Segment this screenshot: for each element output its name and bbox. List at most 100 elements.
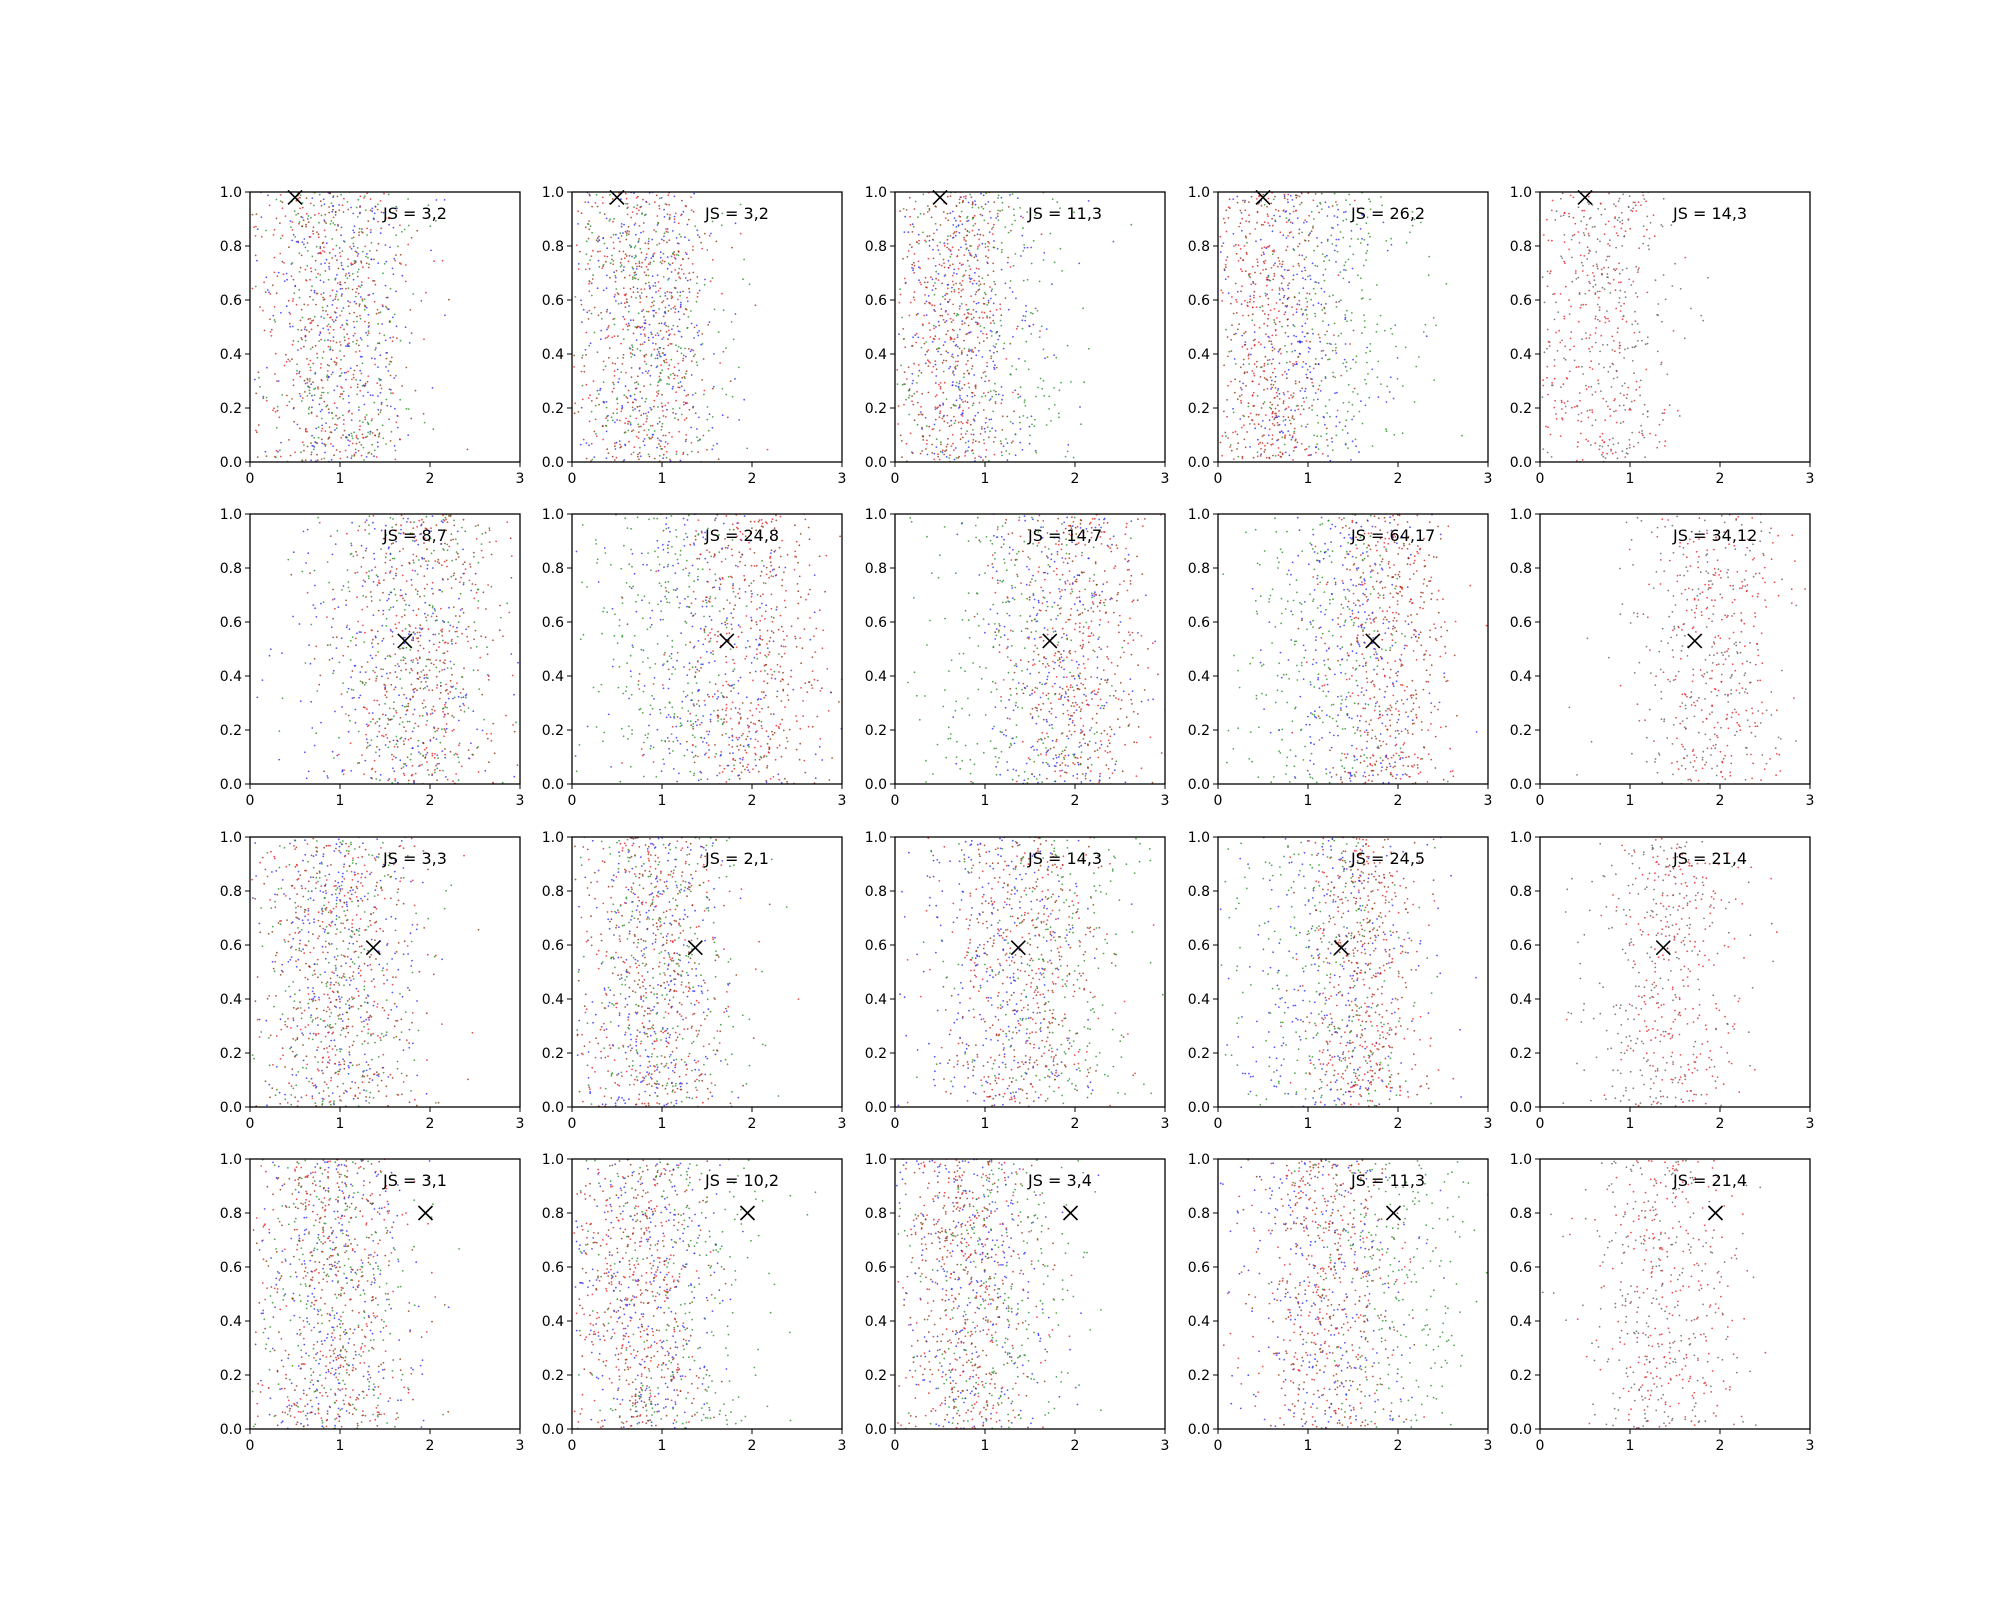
scatter-point [915, 332, 918, 335]
scatter-point [1591, 424, 1594, 427]
scatter-point [1661, 412, 1664, 415]
scatter-point [678, 276, 681, 278]
scatter-point [1324, 354, 1327, 357]
scatter-point [632, 267, 635, 270]
scatter-point [983, 326, 986, 329]
scatter-point [304, 429, 307, 431]
scatter-point [347, 439, 349, 442]
scatter-point [1553, 318, 1556, 321]
scatter-point [1064, 455, 1067, 458]
scatter-point [665, 228, 667, 230]
scatter-point [658, 352, 661, 355]
scatter-point [323, 229, 326, 232]
scatter-point [620, 225, 623, 228]
scatter-point [908, 196, 911, 199]
scatter-point [928, 434, 931, 437]
scatter-point [588, 444, 590, 447]
scatter-point [1594, 332, 1597, 334]
scatter-point [1608, 239, 1611, 242]
scatter-point [641, 213, 643, 215]
scatter-point [401, 385, 403, 387]
scatter-point [1240, 303, 1243, 305]
scatter-point [645, 363, 648, 365]
scatter-point [965, 248, 968, 251]
scatter-point [934, 382, 937, 384]
scatter-point [1411, 211, 1414, 213]
scatter-point [1309, 347, 1311, 350]
scatter-point [1270, 407, 1273, 410]
scatter-point [331, 411, 333, 414]
scatter-point [1618, 301, 1620, 304]
scatter-point [350, 263, 353, 266]
scatter-point [1305, 426, 1307, 428]
scatter-point [1336, 204, 1338, 206]
scatter-point [949, 264, 951, 267]
y-tick-label: 0.2 [1188, 401, 1210, 417]
scatter-point [953, 449, 955, 451]
scatter-point [996, 350, 998, 353]
scatter-point [1581, 338, 1583, 341]
scatter-point [273, 228, 276, 231]
scatter-point [635, 435, 638, 438]
scatter-point [441, 728, 443, 731]
scatter-point [932, 284, 935, 287]
scatter-point [1232, 312, 1235, 315]
scatter-point [1317, 388, 1320, 391]
scatter-point [644, 242, 647, 245]
scatter-point [999, 440, 1002, 443]
scatter-point [627, 328, 629, 331]
scatter-point [931, 428, 934, 431]
scatter-point [609, 194, 611, 196]
scatter-point [612, 260, 615, 262]
scatter-point [1262, 370, 1265, 372]
scatter-point [1266, 442, 1269, 445]
scatter-point [336, 407, 338, 409]
scatter-point [1348, 193, 1350, 196]
scatter-point [917, 375, 920, 377]
scatter-point [1663, 412, 1666, 415]
scatter-point [1279, 348, 1282, 350]
scatter-point [1632, 201, 1635, 204]
scatter-point [596, 389, 599, 392]
scatter-point [979, 433, 982, 435]
scatter-point [1267, 222, 1269, 224]
scatter-point [1627, 205, 1630, 208]
scatter-point [313, 394, 316, 397]
scatter-point [1238, 225, 1240, 228]
scatter-point [649, 424, 652, 427]
scatter-point [948, 367, 950, 370]
scatter-point [679, 459, 682, 462]
scatter-point [613, 335, 616, 337]
scatter-point [974, 222, 977, 225]
scatter-point [1622, 404, 1625, 407]
scatter-point [662, 410, 664, 412]
scatter-point [1009, 421, 1012, 423]
scatter-point [274, 455, 276, 458]
scatter-point [1610, 386, 1613, 388]
scatter-point [336, 259, 338, 261]
scatter-point [1418, 356, 1420, 358]
scatter-point [1295, 335, 1298, 338]
scatter-point [946, 238, 949, 241]
scatter-point [897, 423, 899, 425]
scatter-point [683, 389, 686, 392]
scatter-point [670, 343, 673, 345]
scatter-point [666, 267, 669, 270]
scatter-point [580, 303, 583, 306]
scatter-point [999, 303, 1002, 306]
scatter-point [951, 280, 954, 283]
scatter-point [926, 281, 929, 284]
scatter-point [983, 291, 986, 294]
scatter-point [329, 340, 332, 342]
scatter-point [404, 280, 407, 283]
scatter-point [956, 364, 959, 367]
scatter-point [1350, 229, 1353, 232]
scatter-point [347, 265, 349, 268]
scatter-point [1284, 345, 1286, 347]
scatter-point [994, 346, 996, 349]
scatter-point [658, 207, 661, 210]
scatter-point [320, 458, 323, 460]
scatter-point [1376, 376, 1379, 379]
scatter-point [681, 376, 684, 379]
scatter-point [328, 332, 331, 335]
